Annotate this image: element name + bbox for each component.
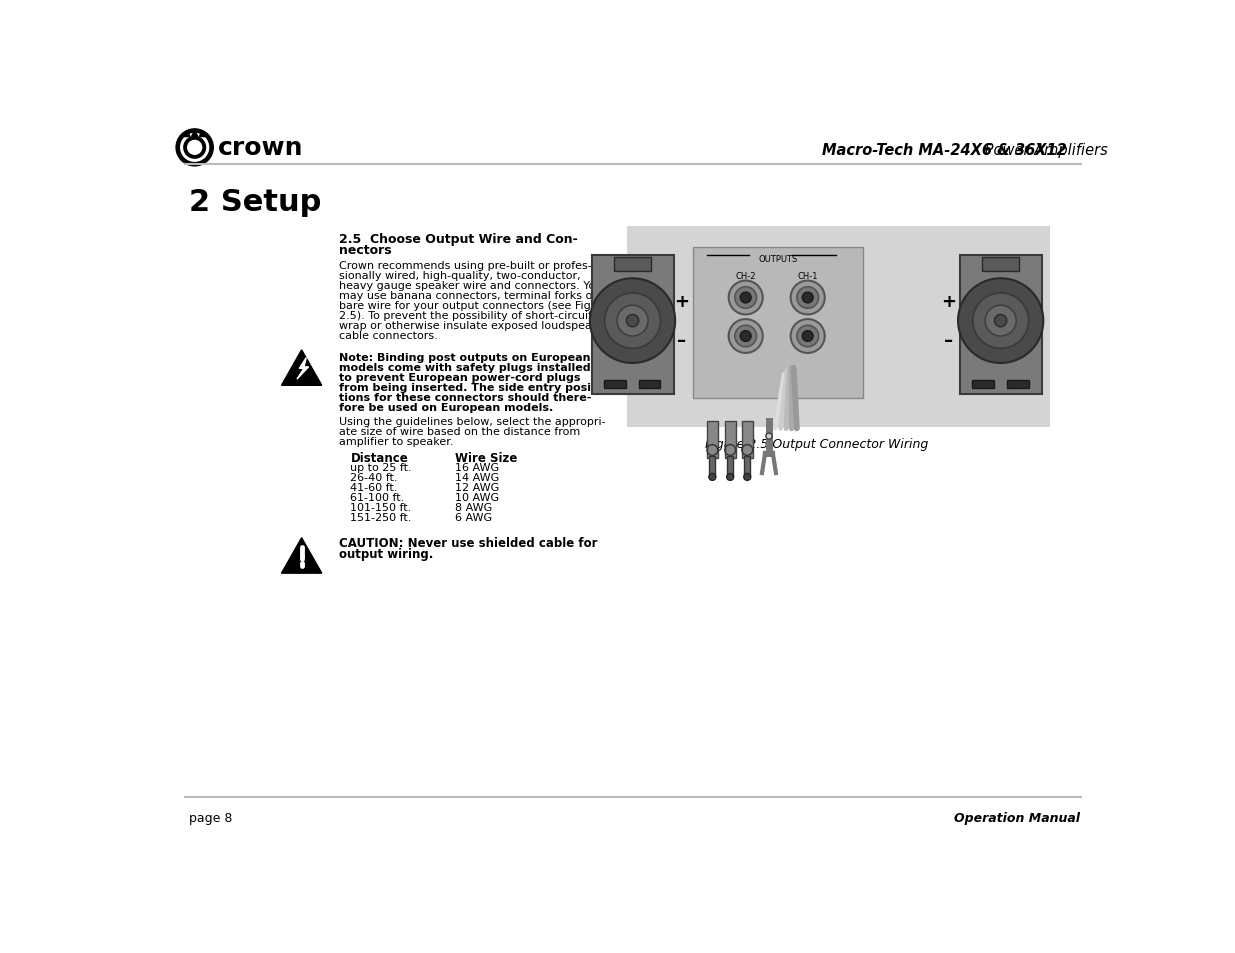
Text: 16 AWG: 16 AWG bbox=[454, 463, 499, 473]
Text: cable connectors.: cable connectors. bbox=[338, 331, 437, 340]
Circle shape bbox=[797, 326, 819, 348]
FancyBboxPatch shape bbox=[982, 257, 1019, 272]
Text: fore be used on European models.: fore be used on European models. bbox=[338, 403, 553, 413]
Text: heavy gauge speaker wire and connectors. You: heavy gauge speaker wire and connectors.… bbox=[338, 280, 603, 291]
Text: may use banana connectors, terminal forks or: may use banana connectors, terminal fork… bbox=[338, 291, 597, 300]
Circle shape bbox=[958, 279, 1044, 364]
Text: Distance: Distance bbox=[351, 452, 409, 464]
Circle shape bbox=[605, 294, 661, 349]
Circle shape bbox=[803, 293, 813, 304]
Text: –: – bbox=[945, 332, 953, 350]
Circle shape bbox=[184, 137, 205, 159]
Circle shape bbox=[709, 474, 716, 481]
Text: Crown recommends using pre-built or profes-: Crown recommends using pre-built or prof… bbox=[338, 260, 592, 271]
Circle shape bbox=[740, 293, 751, 304]
Polygon shape bbox=[191, 132, 198, 137]
Text: 12 AWG: 12 AWG bbox=[454, 483, 499, 493]
Text: wrap or otherwise insulate exposed loudspeaker: wrap or otherwise insulate exposed louds… bbox=[338, 320, 609, 331]
Circle shape bbox=[790, 281, 825, 315]
Text: up to 25 ft.: up to 25 ft. bbox=[351, 463, 412, 473]
Circle shape bbox=[973, 294, 1029, 349]
Circle shape bbox=[797, 288, 819, 309]
Text: crown: crown bbox=[217, 136, 304, 160]
FancyBboxPatch shape bbox=[706, 421, 718, 458]
Polygon shape bbox=[282, 351, 322, 386]
Circle shape bbox=[803, 332, 813, 342]
Text: 10 AWG: 10 AWG bbox=[454, 493, 499, 503]
FancyBboxPatch shape bbox=[742, 421, 752, 458]
Circle shape bbox=[729, 320, 763, 354]
Text: from being inserted. The side entry posi-: from being inserted. The side entry posi… bbox=[338, 383, 595, 393]
Text: 2.5  Choose Output Wire and Con-: 2.5 Choose Output Wire and Con- bbox=[338, 233, 578, 246]
Text: tions for these connectors should there-: tions for these connectors should there- bbox=[338, 393, 592, 403]
Text: 8 AWG: 8 AWG bbox=[454, 503, 493, 513]
FancyBboxPatch shape bbox=[1007, 380, 1029, 388]
Text: 101-150 ft.: 101-150 ft. bbox=[351, 503, 411, 513]
Text: 26-40 ft.: 26-40 ft. bbox=[351, 473, 398, 483]
Text: nectors: nectors bbox=[338, 244, 391, 256]
Polygon shape bbox=[199, 132, 205, 137]
Circle shape bbox=[735, 288, 757, 309]
Text: +: + bbox=[941, 294, 956, 311]
FancyBboxPatch shape bbox=[961, 256, 1042, 395]
Circle shape bbox=[729, 281, 763, 315]
Text: 14 AWG: 14 AWG bbox=[454, 473, 499, 483]
FancyBboxPatch shape bbox=[593, 256, 673, 395]
FancyBboxPatch shape bbox=[725, 421, 736, 458]
Circle shape bbox=[986, 306, 1016, 336]
FancyBboxPatch shape bbox=[604, 380, 626, 388]
Text: page 8: page 8 bbox=[189, 811, 232, 824]
Circle shape bbox=[790, 320, 825, 354]
FancyBboxPatch shape bbox=[638, 380, 661, 388]
Text: CAUTION: Never use shielded cable for: CAUTION: Never use shielded cable for bbox=[338, 537, 598, 550]
Circle shape bbox=[626, 315, 638, 328]
FancyBboxPatch shape bbox=[693, 248, 863, 398]
Circle shape bbox=[743, 474, 751, 481]
Polygon shape bbox=[184, 132, 190, 137]
Text: +: + bbox=[674, 294, 689, 311]
FancyBboxPatch shape bbox=[627, 227, 1050, 428]
Circle shape bbox=[994, 315, 1007, 328]
Text: to prevent European power-cord plugs: to prevent European power-cord plugs bbox=[338, 373, 580, 383]
Text: Note: Binding post outputs on European: Note: Binding post outputs on European bbox=[338, 353, 590, 363]
Text: Operation Manual: Operation Manual bbox=[955, 811, 1081, 824]
Polygon shape bbox=[296, 358, 309, 379]
Text: 2 Setup: 2 Setup bbox=[189, 188, 321, 217]
Text: amplifier to speaker.: amplifier to speaker. bbox=[338, 436, 453, 447]
Text: Figure 2.5 Output Connector Wiring: Figure 2.5 Output Connector Wiring bbox=[705, 437, 929, 451]
Text: sionally wired, high-quality, two-conductor,: sionally wired, high-quality, two-conduc… bbox=[338, 271, 580, 280]
FancyBboxPatch shape bbox=[614, 257, 651, 272]
Text: 41-60 ft.: 41-60 ft. bbox=[351, 483, 398, 493]
Text: models come with safety plugs installed: models come with safety plugs installed bbox=[338, 363, 590, 373]
Text: Power Amplifiers: Power Amplifiers bbox=[979, 143, 1108, 158]
Circle shape bbox=[177, 130, 214, 167]
FancyBboxPatch shape bbox=[709, 456, 715, 476]
Text: bare wire for your output connectors (see Figure: bare wire for your output connectors (se… bbox=[338, 300, 609, 311]
Text: 61-100 ft.: 61-100 ft. bbox=[351, 493, 405, 503]
FancyBboxPatch shape bbox=[745, 456, 751, 476]
Text: ate size of wire based on the distance from: ate size of wire based on the distance f… bbox=[338, 427, 580, 436]
Text: Using the guidelines below, select the appropri-: Using the guidelines below, select the a… bbox=[338, 416, 605, 427]
Text: OUTPUTS: OUTPUTS bbox=[758, 255, 798, 264]
Circle shape bbox=[740, 332, 751, 342]
Text: 151-250 ft.: 151-250 ft. bbox=[351, 513, 411, 523]
Text: Macro-Tech MA-24X6 & 36X12: Macro-Tech MA-24X6 & 36X12 bbox=[823, 143, 1067, 158]
Text: 2.5). To prevent the possibility of short-circuits,: 2.5). To prevent the possibility of shor… bbox=[338, 311, 601, 320]
Text: CH-1: CH-1 bbox=[798, 272, 818, 280]
Text: output wiring.: output wiring. bbox=[338, 547, 433, 560]
Circle shape bbox=[735, 326, 757, 348]
Circle shape bbox=[618, 306, 648, 336]
Text: –: – bbox=[677, 332, 685, 350]
Circle shape bbox=[766, 434, 772, 439]
Polygon shape bbox=[282, 538, 322, 574]
FancyBboxPatch shape bbox=[727, 456, 734, 476]
Circle shape bbox=[726, 474, 734, 481]
Circle shape bbox=[590, 279, 676, 364]
Circle shape bbox=[180, 134, 209, 162]
Text: Wire Size: Wire Size bbox=[454, 452, 517, 464]
Text: 6 AWG: 6 AWG bbox=[454, 513, 493, 523]
Text: CH-2: CH-2 bbox=[736, 272, 756, 280]
FancyBboxPatch shape bbox=[972, 380, 994, 388]
Circle shape bbox=[188, 141, 201, 155]
